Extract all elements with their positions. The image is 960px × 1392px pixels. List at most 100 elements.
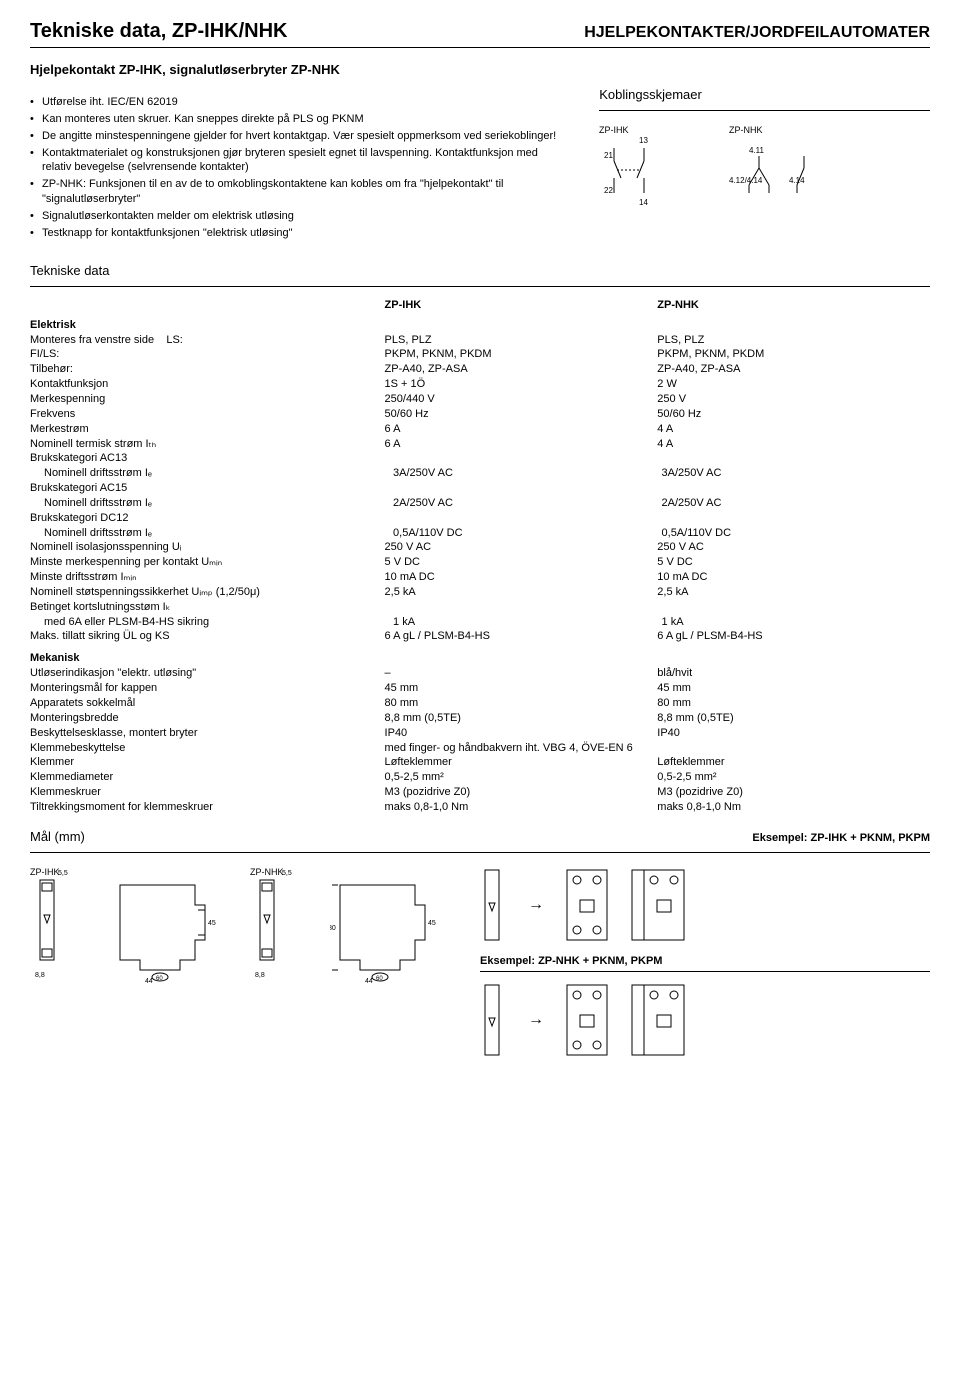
svg-text:4.11: 4.11 <box>749 146 765 155</box>
spec-value-a: 250 V AC <box>385 540 658 555</box>
spec-value-b: maks 0,8-1,0 Nm <box>657 800 930 815</box>
svg-text:21: 21 <box>604 151 613 160</box>
spec-label-cell: Betinget kortslutningsstøm Iₖ <box>30 600 385 615</box>
svg-text:60: 60 <box>156 976 163 982</box>
spec-label-cell: Tilbehør: <box>30 362 385 377</box>
spec-value-b: IP40 <box>657 726 930 741</box>
spec-row: Monteres fra venstre side LS:PLS, PLZPLS… <box>30 333 930 348</box>
page-header: Tekniske data, ZP-IHK/NHK HJELPEKONTAKTE… <box>30 20 930 48</box>
spec-row: Maks. tillatt sikring ÜL og KS6 A gL / P… <box>30 629 930 644</box>
svg-text:44: 44 <box>365 978 373 985</box>
divider <box>30 852 930 853</box>
svg-text:45: 45 <box>208 920 216 927</box>
svg-text:ZP-IHK: ZP-IHK <box>599 125 629 135</box>
divider <box>30 286 930 287</box>
spec-value-a <box>385 511 658 526</box>
svg-text:60: 60 <box>376 976 383 982</box>
spec-value-b: blå/hvit <box>657 666 930 681</box>
spec-row: Monteringsbredde8,8 mm (0,5TE)8,8 mm (0,… <box>30 711 930 726</box>
elektrisk-table: Monteres fra venstre side LS:PLS, PLZPLS… <box>30 333 930 645</box>
spec-row: Brukskategori DC12 <box>30 511 930 526</box>
spec-label-cell: Nominell termisk strøm Iₜₕ <box>30 437 385 452</box>
mekanisk-table: Utløserindikasjon "elektr. utløsing"–blå… <box>30 666 930 814</box>
col-header-a: ZP-IHK <box>385 299 658 311</box>
bullet: Testknapp for kontaktfunksjonen "elektri… <box>30 226 559 241</box>
spec-value-b: 80 mm <box>657 696 930 711</box>
spec-row: Kontaktfunksjon1S + 1Ö2 W <box>30 377 930 392</box>
spec-value-b: 50/60 Hz <box>657 407 930 422</box>
svg-text:13: 13 <box>639 136 648 145</box>
spec-value-b <box>657 451 930 466</box>
intro-heading: Hjelpekontakt ZP-IHK, signalutløserbryte… <box>30 62 930 77</box>
svg-text:ZP-NHK: ZP-NHK <box>250 867 284 877</box>
spec-value-a: 1 kA <box>393 615 661 630</box>
spec-label-cell: Maks. tillatt sikring ÜL og KS <box>30 629 385 644</box>
spec-value-a: IP40 <box>385 726 658 741</box>
koblings-col: Koblingsskjemaer ZP-IHK 13 21 22 14 <box>599 87 930 243</box>
divider <box>599 110 930 111</box>
page-title: Tekniske data, ZP-IHK/NHK <box>30 20 287 43</box>
spec-label-cell: Nominell støtspenningssikkerhet Uᵢₘₚ (1,… <box>30 585 385 600</box>
spec-value-a: PKPM, PKNM, PKDM <box>385 347 658 362</box>
example2-label: Eksempel: ZP-NHK + PKNM, PKPM <box>480 955 930 967</box>
spec-row: Tilbehør:ZP-A40, ZP-ASAZP-A40, ZP-ASA <box>30 362 930 377</box>
intro-row: Utførelse iht. IEC/EN 62019 Kan monteres… <box>30 87 930 243</box>
spec-label-cell: Klemmeskruer <box>30 785 385 800</box>
spec-row: Nominell driftsstrøm Iₑ0,5A/110V DC0,5A/… <box>30 526 930 541</box>
bullet: Utførelse iht. IEC/EN 62019 <box>30 95 559 110</box>
spec-value-a <box>385 451 658 466</box>
svg-text:8,8: 8,8 <box>35 972 45 979</box>
bullet: Signalutløserkontakten melder om elektri… <box>30 209 559 224</box>
combined-icon <box>630 865 690 945</box>
diagram-row: ZP-IHK 13 21 22 14 ZP-NHK 4.11 <box>599 123 930 213</box>
bullet: De angitte minstespenningene gjelder for… <box>30 129 559 144</box>
spec-value-b: 1 kA <box>662 615 930 630</box>
spec-row: Minste driftsstrøm Iₘᵢₙ10 mA DC10 mA DC <box>30 570 930 585</box>
spec-value-b <box>657 600 930 615</box>
drawings-row: ZP-IHK 5,5 8,8 45 44 60 ZP-NHK 5,5 8,8 <box>30 865 930 1070</box>
svg-text:8,8: 8,8 <box>255 972 265 979</box>
spec-value-a: M3 (pozidrive Z0) <box>385 785 658 800</box>
breaker-icon <box>562 865 612 945</box>
bullet: ZP-NHK: Funksjonen til en av de to omkob… <box>30 177 559 207</box>
spec-label-cell: Kontaktfunksjon <box>30 377 385 392</box>
svg-text:4.12/4.14: 4.12/4.14 <box>729 176 763 185</box>
spec-value-b <box>657 481 930 496</box>
svg-text:80: 80 <box>330 925 336 932</box>
spec-value-a: med finger- og håndbakvern iht. VBG 4, Ö… <box>385 741 658 756</box>
spec-label-cell: Minste merkespenning per kontakt Uₘᵢₙ <box>30 555 385 570</box>
intro-bullets: Utførelse iht. IEC/EN 62019 Kan monteres… <box>30 95 559 241</box>
nhk-front-icon: ZP-NHK 5,5 8,8 <box>250 865 310 985</box>
spec-row: Klemmediameter0,5-2,5 mm²0,5-2,5 mm² <box>30 770 930 785</box>
col-header-b: ZP-NHK <box>657 299 930 311</box>
arrow-icon: → <box>528 896 544 914</box>
spec-value-a: 45 mm <box>385 681 658 696</box>
spec-label-cell: Brukskategori AC15 <box>30 481 385 496</box>
spec-row: Frekvens50/60 Hz50/60 Hz <box>30 407 930 422</box>
spec-row: Brukskategori AC13 <box>30 451 930 466</box>
spec-value-b: 250 V <box>657 392 930 407</box>
spec-value-b: 0,5-2,5 mm² <box>657 770 930 785</box>
spec-value-a: 6 A <box>385 422 658 437</box>
spec-value-a: 250/440 V <box>385 392 658 407</box>
spec-value-b: 2,5 kA <box>657 585 930 600</box>
spec-row: Tiltrekkingsmoment for klemmeskruermaks … <box>30 800 930 815</box>
ihk-front-icon: ZP-IHK 5,5 8,8 <box>30 865 90 985</box>
spec-sublabel: FI/LS: <box>30 348 59 360</box>
spec-sublabel: Tilbehør: <box>30 363 73 375</box>
spec-label-cell: Apparatets sokkelmål <box>30 696 385 711</box>
spec-row: Betinget kortslutningsstøm Iₖ <box>30 600 930 615</box>
spec-value-b: 10 mA DC <box>657 570 930 585</box>
svg-text:ZP-NHK: ZP-NHK <box>729 125 763 135</box>
svg-text:14: 14 <box>639 198 648 207</box>
koblings-title: Koblingsskjemaer <box>599 87 930 102</box>
spec-value-a: ZP-A40, ZP-ASA <box>385 362 658 377</box>
example2-icons: → <box>480 980 930 1060</box>
spec-row: Brukskategori AC15 <box>30 481 930 496</box>
mal-header: Mål (mm) Eksempel: ZP-IHK + PKNM, PKPM <box>30 829 930 844</box>
diagram-ihk: ZP-IHK 13 21 22 14 <box>599 123 689 213</box>
svg-text:5,5: 5,5 <box>282 870 292 877</box>
spec-label-cell: Merkespenning <box>30 392 385 407</box>
svg-text:5,5: 5,5 <box>58 870 68 877</box>
spec-label-cell: Monteres fra venstre side LS: <box>30 333 385 348</box>
